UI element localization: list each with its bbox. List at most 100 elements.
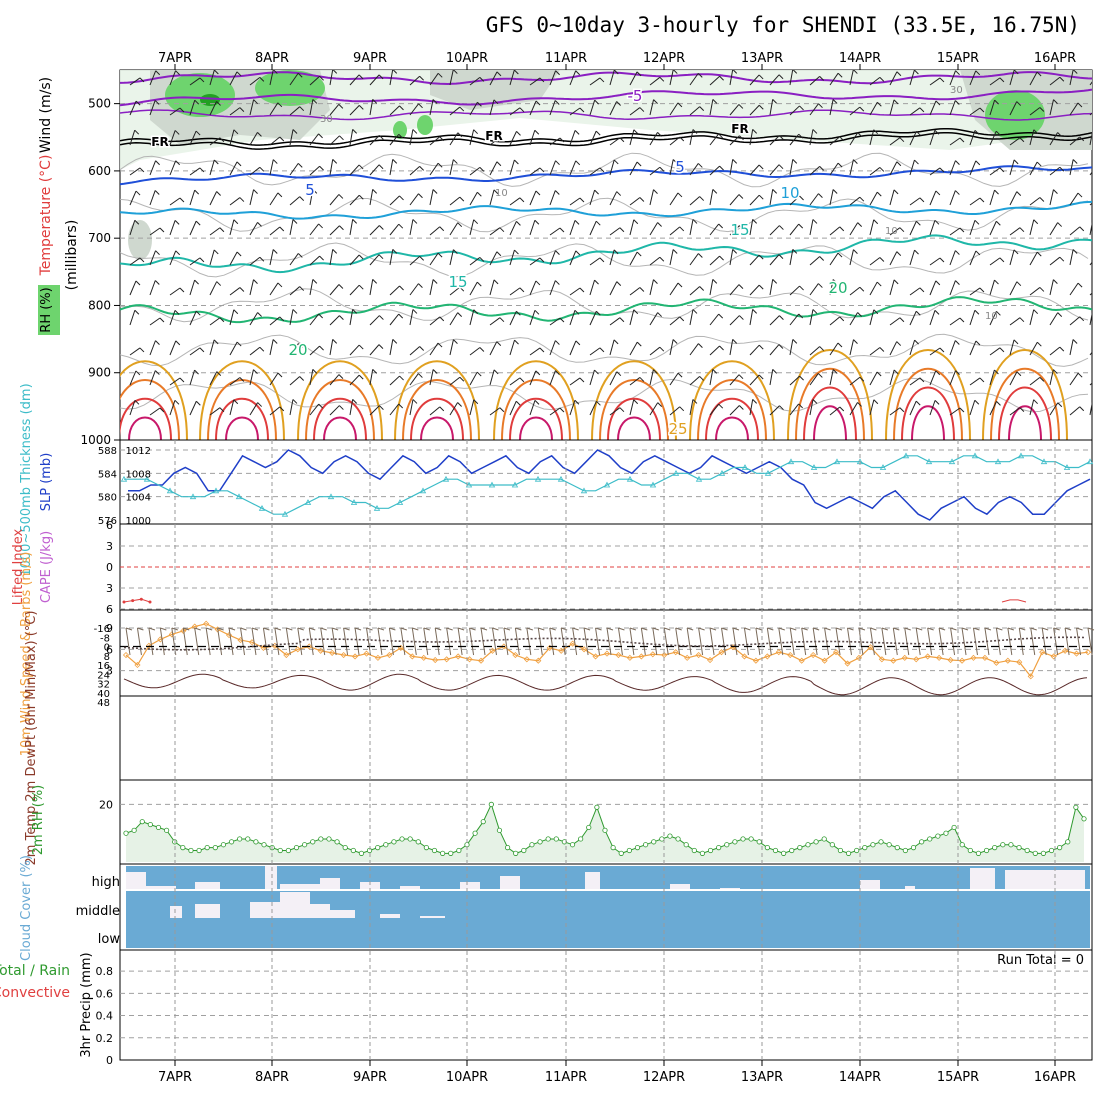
isotherm-label-10: 10 bbox=[780, 184, 799, 202]
rh2m-point bbox=[741, 837, 745, 841]
rh2m-point bbox=[229, 840, 233, 844]
wind-barb-flag bbox=[1093, 219, 1097, 223]
bottom-date-7apr: 7APR bbox=[158, 1070, 192, 1085]
isotherm-label-15: 15 bbox=[448, 273, 467, 291]
slp-tick-1004: 1004 bbox=[126, 493, 151, 504]
precip-tick-0: 0 bbox=[106, 1054, 113, 1067]
cloud-mid-bar-3 bbox=[280, 892, 310, 918]
bottom-date-9apr: 9APR bbox=[353, 1070, 387, 1085]
rh2m-panel: 20 bbox=[99, 780, 1092, 864]
rh2m-point bbox=[992, 845, 996, 849]
rh2m-point bbox=[424, 845, 428, 849]
cloud-high-bar-5 bbox=[320, 878, 340, 890]
rh2m-point bbox=[359, 851, 363, 855]
rh2m-point bbox=[213, 845, 217, 849]
li-tick-6: 6 bbox=[106, 519, 113, 532]
cloud-mid-bar-2 bbox=[250, 902, 280, 918]
rh2m-point bbox=[725, 843, 729, 847]
rh2m-point bbox=[635, 845, 639, 849]
label-rh: RH (%) bbox=[39, 287, 54, 332]
rh2m-point bbox=[546, 837, 550, 841]
ua-ytick-label-600: 600 bbox=[88, 164, 111, 178]
rh2m-point bbox=[652, 840, 656, 844]
li-tick--3: 3 bbox=[106, 582, 113, 595]
bottom-date-14apr: 14APR bbox=[839, 1070, 881, 1085]
rh2m-point bbox=[457, 848, 461, 852]
rh2m-point bbox=[570, 843, 574, 847]
rh2m-point bbox=[578, 837, 582, 841]
precip-tick-0.6: 0.6 bbox=[96, 987, 114, 1000]
rh2m-point bbox=[611, 845, 615, 849]
rh2m-point bbox=[879, 840, 883, 844]
precip-tick-0.8: 0.8 bbox=[96, 965, 114, 978]
top-date-14apr: 14APR bbox=[839, 51, 881, 66]
rh2m-point bbox=[197, 848, 201, 852]
rh2m-point bbox=[603, 828, 607, 832]
rh2m-point bbox=[440, 851, 444, 855]
rh2m-point bbox=[1066, 840, 1070, 844]
rh2m-point bbox=[708, 848, 712, 852]
rh-gray-left bbox=[128, 220, 152, 260]
rh2m-point bbox=[497, 828, 501, 832]
rh2m-point bbox=[221, 843, 225, 847]
slp-tick-1008: 1008 bbox=[126, 469, 151, 480]
rh2m-point bbox=[1041, 851, 1045, 855]
rh2m-point bbox=[286, 848, 290, 852]
rh2m-point bbox=[1033, 851, 1037, 855]
rh2m-point bbox=[627, 848, 631, 852]
label-slp: SLP (mb) bbox=[39, 453, 54, 512]
rh2m-point bbox=[838, 848, 842, 852]
rh-green-core-1 bbox=[200, 94, 220, 106]
rh2m-point bbox=[798, 845, 802, 849]
rh2m-point bbox=[773, 848, 777, 852]
precip-tick-0.4: 0.4 bbox=[96, 1010, 114, 1023]
rh2m-point bbox=[700, 851, 704, 855]
rh2m-point bbox=[765, 845, 769, 849]
rh2m-point bbox=[311, 840, 315, 844]
isotherm-label-15: 15 bbox=[730, 221, 749, 239]
cloud-high-bar-8 bbox=[460, 882, 480, 890]
rh2m-point bbox=[343, 845, 347, 849]
top-date-7apr: 7APR bbox=[158, 51, 192, 66]
rh2m-point bbox=[692, 848, 696, 852]
wind-frame bbox=[120, 610, 1092, 696]
rh-label-10b: 10 bbox=[885, 226, 898, 237]
rh2m-point bbox=[522, 848, 526, 852]
rh2m-point bbox=[262, 843, 266, 847]
ua-ytick-label-900: 900 bbox=[88, 366, 111, 380]
top-date-8apr: 8APR bbox=[255, 51, 289, 66]
rh-label-10c: 10 bbox=[985, 311, 998, 322]
rh2m-point bbox=[822, 837, 826, 841]
rh2m-point bbox=[790, 848, 794, 852]
precip-frame bbox=[120, 950, 1092, 1060]
thickness-tick-588: 588 bbox=[98, 446, 117, 457]
rh2m-point bbox=[660, 837, 664, 841]
isotherm-label-5: 5 bbox=[675, 158, 685, 176]
isotherm-label-FR: FR bbox=[731, 122, 748, 136]
rh2m-point bbox=[237, 837, 241, 841]
cloud-level-low: low bbox=[98, 932, 121, 947]
rh2m-point bbox=[911, 845, 915, 849]
rh2m-point bbox=[757, 840, 761, 844]
rh2m-point bbox=[164, 828, 168, 832]
rh2m-point bbox=[806, 843, 810, 847]
label-cloud: Cloud Cover (%) bbox=[19, 855, 34, 961]
rh2m-point bbox=[554, 837, 558, 841]
cloud-high-bar-13 bbox=[860, 880, 880, 890]
li-tick-0: 0 bbox=[106, 561, 113, 574]
top-date-10apr: 10APR bbox=[446, 51, 488, 66]
label-total-rain: Total / Rain bbox=[0, 963, 70, 979]
rh2m-point bbox=[676, 837, 680, 841]
cloud-high-bar-15 bbox=[970, 868, 995, 890]
rh2m-point bbox=[952, 825, 956, 829]
bottom-date-11apr: 11APR bbox=[545, 1070, 587, 1085]
cloud-high-bar-9 bbox=[500, 876, 520, 890]
top-date-15apr: 15APR bbox=[937, 51, 979, 66]
label-millibars: (millibars) bbox=[64, 220, 80, 291]
rh2m-point bbox=[587, 825, 591, 829]
rh2m-point bbox=[936, 834, 940, 838]
rh2m-point bbox=[481, 819, 485, 823]
rh2m-point bbox=[595, 805, 599, 809]
